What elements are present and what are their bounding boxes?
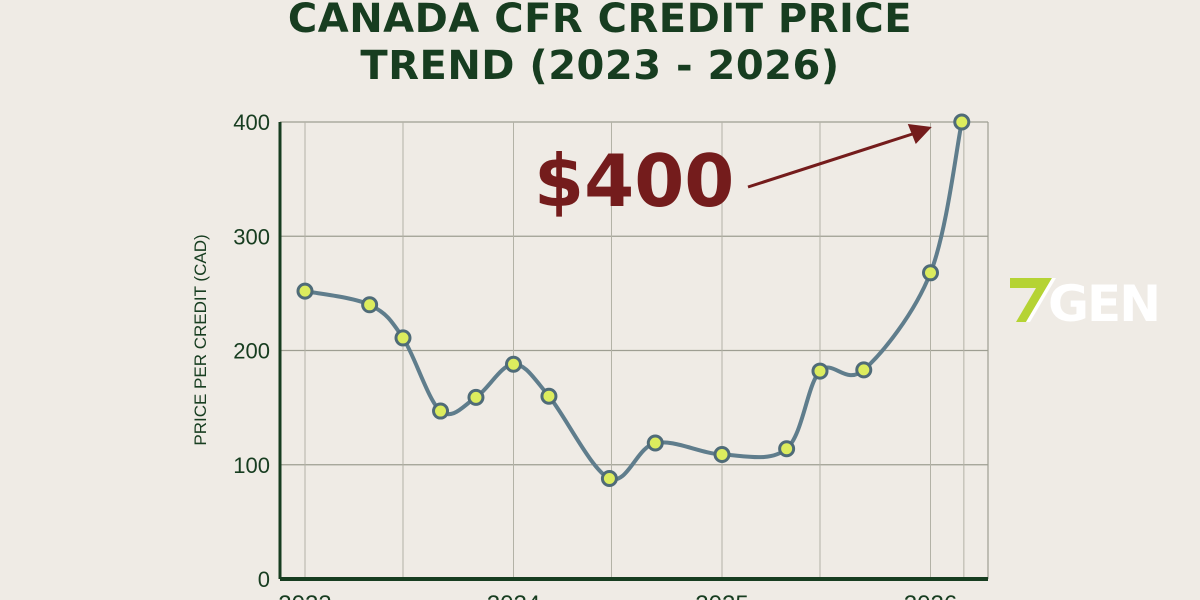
data-point (811, 362, 829, 380)
data-point (540, 387, 558, 405)
data-point (361, 296, 379, 314)
logo-seven-shadow (1026, 278, 1056, 322)
data-point (394, 329, 412, 347)
data-point (646, 434, 664, 452)
data-point (467, 388, 485, 406)
y-axis-label: PRICE PER CREDIT (CAD) (191, 234, 210, 445)
grid (280, 121, 989, 579)
axes (278, 122, 988, 581)
tick-labels: 0 100 200 300 400 2023 2024 2025 2026 (233, 110, 957, 600)
logo-text: GEN (1048, 275, 1159, 328)
data-point (296, 282, 314, 300)
data-point (855, 361, 873, 379)
y-tick-label: 100 (233, 453, 270, 478)
annotation: $400 (534, 124, 932, 223)
data-point (505, 355, 522, 373)
y-tick-label: 400 (233, 110, 270, 135)
x-tick-label: 2024 (487, 591, 540, 600)
data-points (296, 113, 971, 487)
data-point (600, 469, 618, 487)
y-tick-label: 300 (233, 224, 270, 249)
annotation-arrow-head (907, 124, 932, 144)
data-point (778, 440, 796, 458)
title-line-1: CANADA CFR CREDIT PRICE (287, 0, 913, 42)
x-tick-label: 2026 (904, 591, 957, 600)
y-tick-label: 200 (233, 339, 270, 364)
data-point (922, 264, 939, 282)
logo-seven-mark (1010, 278, 1052, 322)
x-tick-label: 2025 (695, 591, 748, 600)
annotation-label: $400 (534, 139, 734, 223)
chart-title: CANADA CFR CREDIT PRICE TREND (2023 - 20… (0, 0, 1200, 90)
data-point (953, 113, 971, 131)
logo-7gen: GEN (1010, 275, 1161, 328)
data-point (432, 402, 450, 420)
x-tick-label: 2023 (278, 591, 331, 600)
data-point (713, 445, 731, 463)
y-tick-label: 0 (258, 567, 270, 592)
annotation-arrow-line (747, 129, 923, 189)
title-line-2: TREND (2023 - 2026) (360, 43, 840, 89)
